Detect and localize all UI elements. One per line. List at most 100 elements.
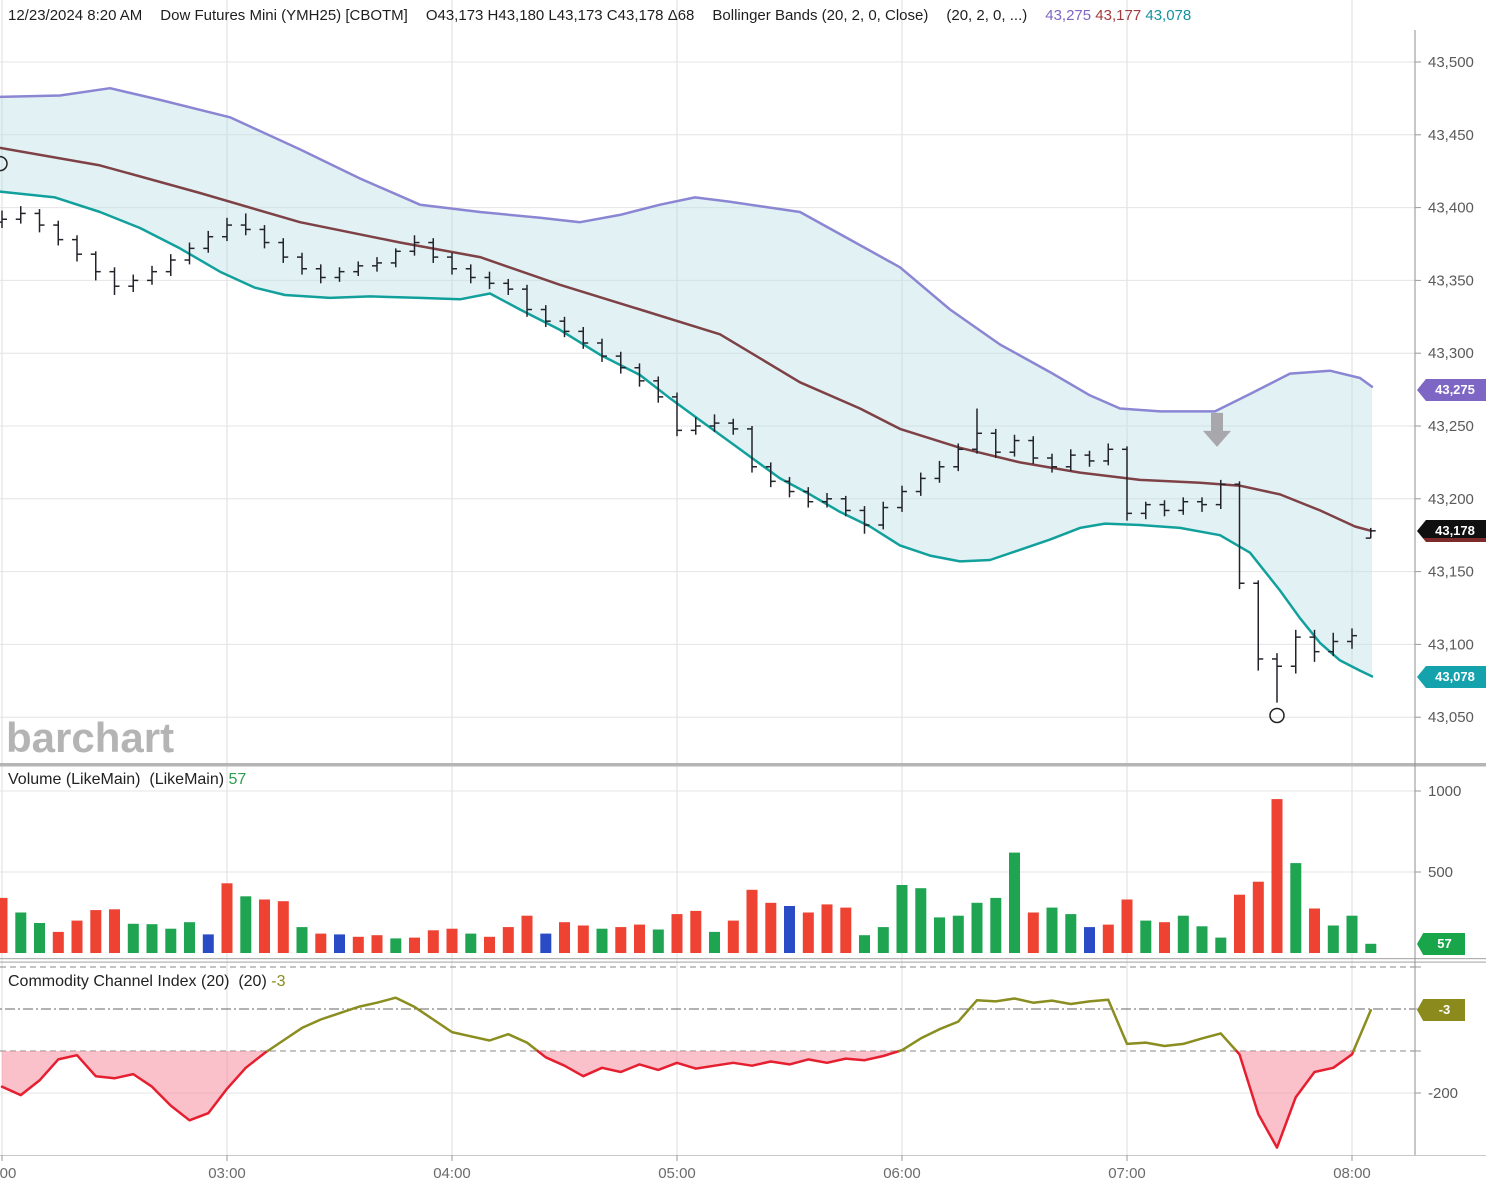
ohlc-bar xyxy=(465,264,476,284)
volume-bar xyxy=(390,938,402,953)
volume-bar xyxy=(1046,907,1058,953)
ohlc-bar xyxy=(1234,481,1245,590)
volume-bar xyxy=(1084,927,1095,953)
ohlc-bar xyxy=(897,485,907,512)
ohlc-bar xyxy=(953,443,964,472)
header-symbol: Dow Futures Mini (YMH25) [CBOTM] xyxy=(160,6,408,24)
ohlc-bar xyxy=(765,462,776,488)
price-panel[interactable] xyxy=(0,86,1376,724)
circle-marker xyxy=(0,155,8,172)
ohlc-bar xyxy=(1103,443,1114,466)
chart-header: 12/23/2024 8:20 AM Dow Futures Mini (YMH… xyxy=(8,0,1191,30)
volume-bar xyxy=(502,927,514,953)
ohlc-bar xyxy=(709,414,720,432)
volume-bar xyxy=(202,934,214,953)
volume-bar xyxy=(1327,925,1339,953)
volume-bar xyxy=(784,906,795,953)
cci-line-above xyxy=(898,997,1238,1053)
volume-bar xyxy=(1027,912,1039,953)
ohlc-bar xyxy=(728,418,739,435)
volume-bar xyxy=(334,934,345,953)
ohlc-bar xyxy=(540,305,551,327)
volume-bar xyxy=(352,936,364,953)
volume-bar xyxy=(690,910,702,953)
header-study-params[interactable]: (20, 2, 0, ...) xyxy=(946,6,1028,24)
ohlc-bar xyxy=(1215,479,1226,509)
volume-bar xyxy=(240,896,252,953)
time-axis-label: 04:00 xyxy=(433,1165,471,1182)
volume-bar xyxy=(746,889,758,953)
cci-line-below xyxy=(536,1049,901,1078)
ohlc-bar xyxy=(222,217,232,242)
ohlc-bar xyxy=(278,238,289,263)
volume-bar xyxy=(15,912,27,953)
volume-panel-title[interactable]: Volume (LikeMain) (LikeMain) 57 xyxy=(8,771,246,789)
price-axis-label: 43,450 xyxy=(1428,127,1474,144)
ohlc-bar xyxy=(1365,527,1376,539)
cci-axis-label: -200 xyxy=(1428,1085,1458,1102)
ohlc-bar xyxy=(1065,449,1076,472)
ohlc-bar xyxy=(147,265,157,285)
bollinger-lower-line xyxy=(0,190,1374,678)
ohlc-bar xyxy=(559,316,570,338)
ohlc-bar xyxy=(1197,497,1207,512)
price-axis-label: 43,250 xyxy=(1428,418,1474,435)
volume-panel[interactable] xyxy=(0,799,1377,953)
ohlc-bar xyxy=(1028,436,1039,464)
time-axis-label: 07:00 xyxy=(1108,1165,1146,1182)
lower-band-price-badge: 43,078 xyxy=(1417,666,1486,688)
ohlc-bar xyxy=(90,251,101,281)
cci-panel[interactable] xyxy=(0,966,1415,1149)
bollinger-upper-line xyxy=(0,86,1374,413)
ohlc-bar xyxy=(1140,501,1151,520)
volume-bar xyxy=(1252,881,1264,953)
volume-bar xyxy=(484,936,495,953)
ohlc-bar xyxy=(653,376,664,403)
ohlc-bar xyxy=(1290,629,1301,674)
ohlc-bar xyxy=(597,338,607,362)
cci-line-below xyxy=(1235,1049,1355,1149)
ohlc-bar xyxy=(15,206,26,224)
price-volume-separator xyxy=(0,763,1486,767)
volume-bar xyxy=(577,925,589,953)
volume-bar xyxy=(146,924,158,953)
time-axis-label: 05:00 xyxy=(658,1165,696,1182)
price-axis-label: 43,400 xyxy=(1428,200,1474,217)
ohlc-bar xyxy=(72,235,82,262)
cci-panel-title[interactable]: Commodity Channel Index (20) (20) -3 xyxy=(8,973,285,991)
cci-title-text: Commodity Channel Index (20) (20) xyxy=(8,973,272,990)
upper-band-price-badge: 43,275 xyxy=(1417,379,1486,401)
header-lower-band-value: 43,078 xyxy=(1145,6,1192,24)
ohlc-bar xyxy=(259,225,270,249)
ohlc-bar xyxy=(184,242,195,265)
barchart-logo: barchart xyxy=(6,714,175,761)
ohlc-bar xyxy=(484,271,495,290)
ohlc-bar xyxy=(372,257,382,272)
ohlc-bar xyxy=(690,417,701,435)
ohlc-bar xyxy=(109,267,120,295)
volume-bar xyxy=(877,927,889,953)
volume-bar xyxy=(1102,924,1114,953)
ohlc-bar xyxy=(1159,500,1170,517)
ohlc-bar xyxy=(1309,629,1320,662)
volume-bar xyxy=(671,914,683,953)
header-study[interactable]: Bollinger Bands (20, 2, 0, Close) xyxy=(712,6,929,24)
ohlc-bar xyxy=(53,220,64,246)
volume-bar xyxy=(840,907,852,953)
ohlc-bar xyxy=(1047,453,1057,473)
volume-bar xyxy=(184,922,195,953)
volume-bar xyxy=(971,902,983,953)
volume-cci-separator xyxy=(0,958,1486,960)
ohlc-bar xyxy=(447,252,457,275)
volume-bar xyxy=(1290,863,1302,953)
volume-bar xyxy=(952,915,964,953)
ohlc-bar xyxy=(315,264,326,284)
axes[interactable]: 43,500 43,450 43,400 43,350 43,300 43,250 43,2… xyxy=(0,30,1486,1182)
time-axis-label: 06:00 xyxy=(883,1165,921,1182)
ohlc-bar xyxy=(1328,632,1339,657)
cci-oversold-fill xyxy=(2,1051,268,1121)
price-axis-label: 43,350 xyxy=(1428,272,1474,289)
volume-bar xyxy=(90,910,102,953)
bollinger-middle-line xyxy=(0,146,1373,533)
